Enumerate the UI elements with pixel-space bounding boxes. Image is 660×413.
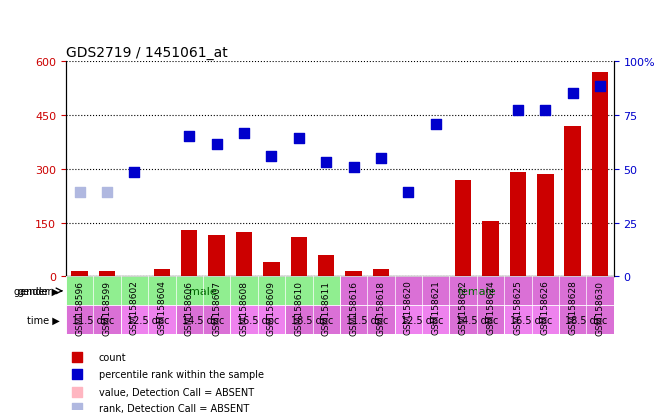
- FancyBboxPatch shape: [121, 306, 176, 335]
- Bar: [537, 175, 554, 277]
- Text: GSM158608: GSM158608: [240, 280, 249, 335]
- Text: count: count: [99, 352, 127, 362]
- FancyBboxPatch shape: [66, 277, 340, 306]
- Text: 11.5 dpc: 11.5 dpc: [346, 315, 389, 325]
- Point: [72, 404, 82, 411]
- Text: 11.5 dpc: 11.5 dpc: [72, 315, 115, 325]
- Text: GSM158596: GSM158596: [75, 280, 84, 335]
- Point: [595, 84, 605, 90]
- Text: GSM158622: GSM158622: [459, 280, 468, 335]
- FancyBboxPatch shape: [395, 306, 449, 335]
- Bar: [345, 271, 362, 277]
- Text: gender ▶: gender ▶: [15, 286, 59, 296]
- Text: GSM158626: GSM158626: [541, 280, 550, 335]
- Bar: [482, 221, 499, 277]
- Point: [403, 189, 414, 196]
- Text: gender: gender: [18, 286, 52, 296]
- Point: [513, 107, 523, 114]
- Text: male: male: [189, 286, 217, 296]
- Point: [184, 134, 195, 140]
- Point: [72, 354, 82, 361]
- Text: rank, Detection Call = ABSENT: rank, Detection Call = ABSENT: [99, 403, 249, 413]
- Bar: [373, 270, 389, 277]
- FancyBboxPatch shape: [340, 277, 614, 306]
- Point: [102, 189, 112, 196]
- Bar: [154, 270, 170, 277]
- Bar: [181, 230, 197, 277]
- Text: GSM158606: GSM158606: [185, 280, 194, 335]
- Point: [568, 91, 578, 97]
- Bar: [236, 232, 252, 277]
- Text: GSM158599: GSM158599: [102, 280, 112, 335]
- Text: GSM158621: GSM158621: [431, 280, 440, 335]
- FancyBboxPatch shape: [230, 306, 285, 335]
- Bar: [564, 126, 581, 277]
- Point: [294, 135, 304, 142]
- Bar: [71, 271, 88, 277]
- Text: 18.5 dpc: 18.5 dpc: [565, 315, 608, 325]
- Bar: [592, 73, 609, 277]
- Text: GSM158618: GSM158618: [376, 280, 385, 335]
- Bar: [209, 235, 225, 277]
- Text: value, Detection Call = ABSENT: value, Detection Call = ABSENT: [99, 387, 254, 396]
- Text: GSM158609: GSM158609: [267, 280, 276, 335]
- Text: GSM158611: GSM158611: [321, 280, 331, 335]
- Point: [72, 388, 82, 395]
- FancyBboxPatch shape: [340, 306, 395, 335]
- Bar: [318, 255, 335, 277]
- Point: [540, 107, 550, 114]
- FancyBboxPatch shape: [559, 306, 614, 335]
- Text: percentile rank within the sample: percentile rank within the sample: [99, 370, 264, 380]
- Point: [75, 189, 85, 196]
- Text: GSM158628: GSM158628: [568, 280, 578, 335]
- Text: GSM158602: GSM158602: [130, 280, 139, 335]
- Text: female: female: [457, 286, 496, 296]
- Point: [430, 121, 441, 128]
- Bar: [455, 180, 471, 277]
- Text: GSM158607: GSM158607: [212, 280, 221, 335]
- Bar: [290, 237, 307, 277]
- FancyBboxPatch shape: [285, 306, 340, 335]
- Bar: [510, 173, 526, 277]
- Text: 16.5 dpc: 16.5 dpc: [510, 315, 553, 325]
- FancyBboxPatch shape: [504, 306, 559, 335]
- Point: [376, 155, 386, 162]
- Text: time ▶: time ▶: [26, 315, 59, 325]
- FancyBboxPatch shape: [66, 306, 121, 335]
- Point: [239, 130, 249, 137]
- Text: 18.5 dpc: 18.5 dpc: [291, 315, 334, 325]
- Text: 12.5 dpc: 12.5 dpc: [127, 315, 170, 325]
- Point: [129, 170, 140, 176]
- Point: [211, 141, 222, 147]
- Point: [321, 159, 331, 166]
- Text: GSM158624: GSM158624: [486, 280, 495, 335]
- FancyBboxPatch shape: [176, 306, 230, 335]
- Point: [266, 154, 277, 160]
- Text: 16.5 dpc: 16.5 dpc: [236, 315, 279, 325]
- Text: GSM158604: GSM158604: [157, 280, 166, 335]
- Text: 14.5 dpc: 14.5 dpc: [455, 315, 498, 325]
- Point: [72, 371, 82, 378]
- Bar: [263, 262, 280, 277]
- Text: 14.5 dpc: 14.5 dpc: [182, 315, 224, 325]
- Text: GSM158610: GSM158610: [294, 280, 304, 335]
- FancyBboxPatch shape: [449, 306, 504, 335]
- Text: GSM158625: GSM158625: [513, 280, 523, 335]
- Text: GSM158630: GSM158630: [595, 280, 605, 335]
- Text: GSM158620: GSM158620: [404, 280, 413, 335]
- Text: 12.5 dpc: 12.5 dpc: [401, 315, 444, 325]
- Text: GDS2719 / 1451061_at: GDS2719 / 1451061_at: [66, 45, 228, 59]
- Bar: [99, 271, 116, 277]
- Point: [348, 164, 359, 171]
- Text: GSM158616: GSM158616: [349, 280, 358, 335]
